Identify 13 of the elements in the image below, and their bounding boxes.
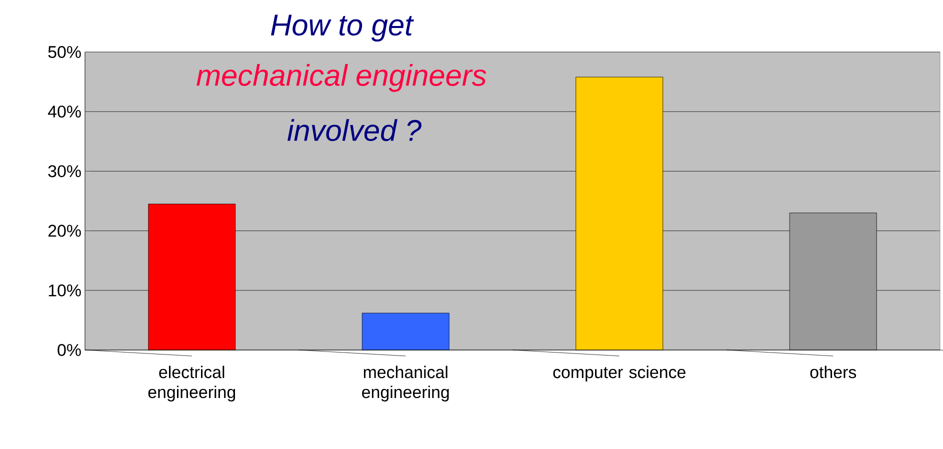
x-tick-label: computer science — [553, 366, 686, 382]
y-tick-label: 20% — [48, 224, 81, 237]
text: How to get — [270, 14, 414, 42]
y-tick-label: 40% — [48, 106, 81, 118]
y-tick-label: 30% — [48, 165, 81, 178]
x-tick-label: electrical engineering — [148, 366, 236, 402]
y-tick-label: 50% — [48, 46, 81, 58]
annotation: involved ? — [288, 119, 422, 142]
y-tick-label: 0% — [58, 344, 81, 356]
x-tick-label: others — [810, 366, 856, 378]
annotation: mechanical engineers — [196, 64, 486, 92]
y-tick-label: 10% — [48, 284, 81, 296]
x-tick-label: mechanical engineering — [362, 366, 449, 402]
